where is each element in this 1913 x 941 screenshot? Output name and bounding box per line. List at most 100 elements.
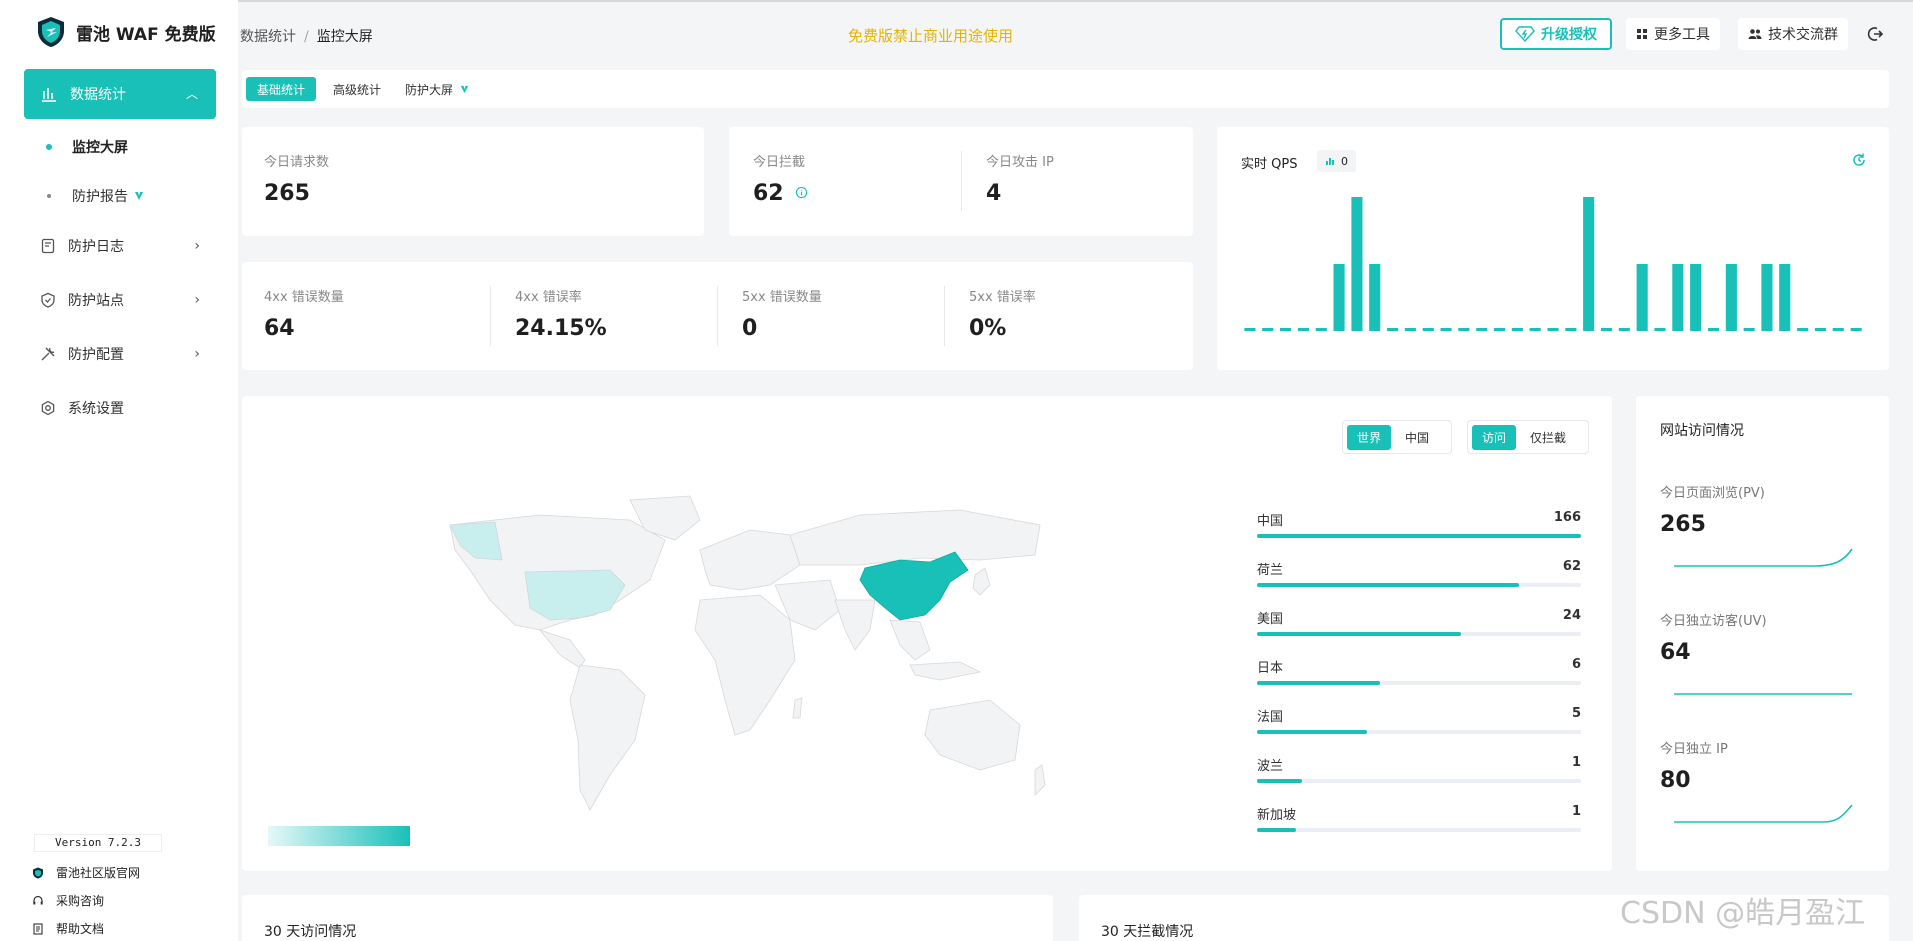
inactive-dot [47, 194, 51, 198]
sidebar-subitem-monitor[interactable]: 监控大屏 [46, 137, 128, 157]
bar-chart-icon [40, 85, 58, 103]
country-name: 荷兰 [1257, 563, 1284, 578]
map-new-zealand [1034, 764, 1046, 796]
qps-bar [1244, 328, 1256, 331]
qps-bar [1440, 328, 1452, 331]
app-title: 雷池 WAF 免费版 [76, 24, 216, 45]
qps-bar [1280, 328, 1292, 331]
qps-bar [1333, 264, 1345, 331]
footer-link-official[interactable]: 雷池社区版官网 [32, 864, 140, 881]
qps-bar [1422, 328, 1434, 331]
pv-sparkline [1674, 548, 1853, 567]
card-requests: 今日请求数 265 [242, 127, 704, 236]
country-count: 1 [1571, 804, 1581, 819]
upgrade-label: 升级授权 [1541, 27, 1597, 43]
sidebar-item-label: 系统设置 [68, 401, 124, 417]
sidebar-item-label: 防护站点 [68, 293, 124, 309]
scope-world-button[interactable]: 世界 [1347, 424, 1392, 450]
stat-value: 0% [969, 316, 1007, 341]
country-name: 波兰 [1257, 759, 1284, 774]
country-name: 新加坡 [1257, 808, 1297, 823]
map-russia [789, 509, 1041, 566]
stat-label: 5xx 错误数量 [742, 290, 822, 305]
mode-visit-button[interactable]: 访问 [1472, 424, 1517, 450]
footer-link-label: 采购咨询 [56, 894, 105, 908]
mode-blocked-button[interactable]: 仅拦截 [1530, 430, 1567, 445]
site-visits-title: 网站访问情况 [1660, 423, 1744, 439]
active-dot [46, 144, 52, 150]
map-alaska [449, 521, 503, 561]
card-visits-30d: 30 天访问情况 [242, 895, 1053, 941]
community-button[interactable]: 技术交流群 [1738, 18, 1848, 50]
sidebar-subitem-label: 监控大屏 [72, 140, 128, 156]
footer-link-purchase[interactable]: 采购咨询 [32, 892, 104, 909]
card-blocks: 今日拦截 62 今日攻击 IP 4 [729, 127, 1193, 236]
progress-fill [1257, 828, 1296, 832]
scope-china-button[interactable]: 中国 [1405, 430, 1430, 445]
tab-screen[interactable]: 防护大屏 [394, 77, 481, 101]
shield-badge-icon [460, 85, 469, 93]
tools-icon [40, 346, 56, 362]
logout-icon[interactable] [1866, 25, 1884, 43]
qps-bar [1601, 328, 1613, 331]
upgrade-button[interactable]: 升级授权 [1500, 18, 1612, 50]
map-australia [924, 699, 1021, 771]
info-icon[interactable] [795, 186, 808, 199]
qps-bar [1476, 328, 1488, 331]
sidebar-item-sites[interactable]: 防护站点 › [40, 290, 200, 310]
stat-label: 今日请求数 [264, 155, 330, 170]
users-icon [1748, 29, 1762, 39]
sidebar-item-label: 防护配置 [68, 347, 124, 363]
qps-title: 实时 QPS [1241, 157, 1298, 172]
map-usa [524, 569, 626, 621]
progress-fill [1257, 681, 1381, 685]
qps-bar [1315, 328, 1327, 331]
country-count: 166 [1553, 510, 1581, 525]
sidebar-item-config[interactable]: 防护配置 › [40, 344, 200, 364]
world-map[interactable] [420, 490, 1050, 820]
footer-link-label: 帮助文档 [56, 922, 105, 936]
map-middle-east [774, 579, 841, 631]
stats-tabs: 基础统计 高级统计 防护大屏 [242, 70, 1889, 108]
tab-advanced[interactable]: 高级统计 [333, 82, 382, 97]
qps-bar [1743, 328, 1755, 331]
map-south-america [569, 664, 646, 811]
qps-bar [1458, 328, 1470, 331]
uv-value: 64 [1660, 640, 1691, 665]
country-name: 日本 [1257, 661, 1284, 676]
map-japan [972, 567, 991, 596]
qps-bar [1654, 328, 1666, 331]
sidebar: 雷池 WAF 免费版 数据统计 ︿ 监控大屏 防护报告 防护日志 › 防护站点 … [0, 0, 238, 941]
breadcrumb-parent[interactable]: 数据统计 [240, 29, 296, 45]
map-india [834, 599, 876, 651]
country-count: 24 [1562, 608, 1581, 623]
tab-basic[interactable]: 基础统计 [246, 77, 317, 101]
sidebar-item-stats[interactable]: 数据统计 ︿ [24, 69, 216, 119]
refresh-icon[interactable] [1851, 152, 1867, 168]
map-legend-gradient [268, 826, 410, 846]
qps-bar [1797, 328, 1809, 331]
bar-chart-icon [1326, 158, 1334, 165]
qps-bar [1636, 264, 1648, 331]
blocks-30d-title: 30 天拦截情况 [1101, 924, 1194, 940]
breadcrumb-separator: / [304, 29, 309, 45]
sidebar-item-settings[interactable]: 系统设置 [40, 398, 200, 418]
logo-icon [32, 867, 44, 879]
sidebar-item-logs[interactable]: 防护日志 › [40, 236, 200, 256]
qps-bar [1404, 328, 1416, 331]
ip-sparkline [1674, 804, 1853, 823]
map-central-america [538, 629, 586, 669]
more-tools-button[interactable]: 更多工具 [1626, 18, 1720, 50]
progress-track [1257, 730, 1581, 734]
footer-link-docs[interactable]: 帮助文档 [32, 920, 104, 937]
stat-value: 4 [986, 181, 1002, 206]
stat-value: 64 [264, 316, 295, 341]
chevron-up-icon: ︿ [185, 87, 198, 101]
progress-track [1257, 828, 1581, 832]
stat-value: 265 [264, 181, 310, 206]
top-border [0, 0, 1913, 2]
progress-track [1257, 534, 1581, 538]
app-logo[interactable]: 雷池 WAF 免费版 [36, 16, 216, 48]
qps-bar [1583, 197, 1595, 331]
sidebar-subitem-report[interactable]: 防护报告 [46, 186, 145, 206]
